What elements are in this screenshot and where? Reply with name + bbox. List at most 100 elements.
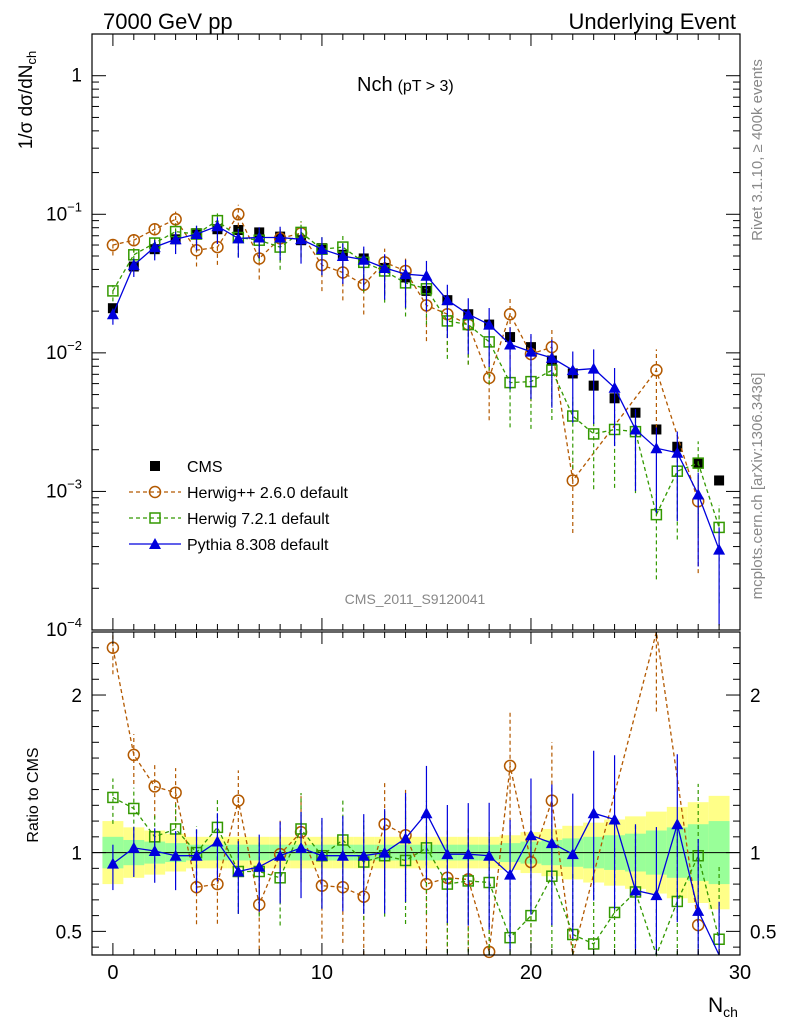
y-tick-label: 1: [71, 66, 82, 87]
ratio-data-point: [566, 848, 579, 860]
data-point: [462, 308, 475, 320]
data-point: [545, 351, 558, 363]
series-pythia-8-308-default: [106, 217, 726, 626]
ratio-data-point: [503, 759, 517, 773]
data-point: [106, 308, 119, 320]
data-point: [148, 241, 161, 253]
ratio-data-point: [608, 813, 621, 825]
y-tick-exponent: −4: [67, 615, 82, 630]
ratio-data-point: [169, 849, 182, 861]
legend-item-herwig-2-6-0-default: Herwig++ 2.6.0 default: [129, 485, 349, 502]
ratio-data-point: [336, 849, 349, 861]
data-point: [169, 233, 182, 245]
rivet-label: Rivet 3.1.10, ≥ 400k events: [749, 59, 766, 241]
x-tick-label: 20: [520, 962, 542, 984]
y-axis-label-main: 1/σ dσ/dNch: [16, 51, 39, 149]
ratio-data-point: [253, 860, 266, 872]
ratio-data-point: [148, 845, 161, 857]
data-point: [127, 233, 141, 247]
data-point: [107, 303, 118, 314]
data-point: [504, 338, 517, 350]
data-point: [378, 261, 391, 273]
data-point: [148, 222, 161, 236]
legend: CMS Herwig++ 2.6.0 default Herwig 7.2.1 de…: [129, 459, 349, 554]
y-axis-label-ratio: Ratio to CMS: [25, 747, 42, 842]
data-point: [650, 363, 663, 377]
plot-title-cut: (pT > 3): [398, 78, 454, 95]
ratio-y-tick-label-right: 0.5: [750, 922, 776, 943]
data-point: [524, 345, 537, 357]
legend-label: Herwig 7.2.1 default: [187, 511, 330, 528]
data-point: [232, 208, 245, 221]
plot-title: Nch (pT > 3): [357, 74, 454, 96]
data-point: [441, 294, 454, 306]
x-axis-label: Nch: [708, 994, 738, 1020]
ratio-data-point: [629, 884, 642, 896]
ratio-data-point: [127, 748, 141, 762]
x-tick-label: 10: [311, 962, 333, 984]
legend-label: CMS: [187, 459, 223, 476]
legend-label: Pythia 8.308 default: [187, 537, 329, 554]
y-tick-exponent: −2: [67, 338, 82, 353]
data-point: [190, 228, 203, 240]
ratio-data-point: [211, 835, 224, 847]
data-point: [566, 474, 580, 487]
legend-marker: [149, 538, 161, 549]
ratio-data-point: [462, 848, 475, 860]
y-tick-label: 10−1: [46, 199, 82, 225]
y-tick-base: 10: [46, 481, 67, 502]
ratio-y-tick-label-right: 1: [750, 844, 761, 865]
ratio-data-point: [504, 868, 517, 880]
ratio-data-point: [232, 865, 245, 877]
data-point: [107, 285, 119, 297]
data-point: [608, 381, 621, 393]
main-panel-marks: [106, 204, 726, 626]
y-tick-exponent: −3: [67, 476, 82, 491]
legend-marker: [150, 461, 160, 471]
ratio-data-point: [587, 938, 600, 950]
ratio-data-point: [692, 904, 705, 916]
ratio-data-point: [441, 848, 454, 860]
data-point: [420, 269, 433, 281]
data-point: [692, 457, 704, 469]
ratio-series-pythia-8-308-default: [106, 750, 720, 956]
main-panel-frame: [91, 33, 741, 631]
ratio-y-tick-label-right: 2: [750, 686, 761, 707]
data-point: [357, 253, 370, 265]
data-point: [629, 423, 642, 435]
analysis-tag: CMS_2011_S9120041: [345, 591, 486, 607]
data-point: [650, 442, 663, 454]
ratio-data-point: [671, 818, 684, 830]
x-tick-label: 0: [107, 962, 118, 984]
legend-marker: [149, 512, 161, 524]
data-point: [714, 475, 725, 486]
data-point: [336, 249, 349, 261]
series-line: [112, 219, 720, 528]
ratio-data-point: [190, 849, 203, 861]
data-point: [127, 259, 140, 271]
data-point: [253, 231, 266, 243]
x-tick-label: 30: [729, 962, 751, 984]
y-tick-base: 10: [46, 343, 67, 364]
ratio-data-point: [295, 841, 308, 853]
ratio-data-point: [378, 846, 391, 858]
ratio-data-point: [483, 849, 496, 861]
ratio-y-tick-label: 1: [71, 844, 82, 865]
data-point: [315, 243, 328, 255]
data-point: [671, 446, 684, 458]
ratio-y-tick-label: 2: [71, 686, 82, 707]
y-tick-label: 10−4: [46, 615, 82, 641]
ratio-data-point: [169, 786, 182, 799]
data-point: [566, 364, 579, 376]
ratio-data-point: [148, 780, 161, 793]
legend-item-pythia-8-308-default: Pythia 8.308 default: [129, 537, 329, 554]
ratio-data-point: [274, 849, 287, 861]
ratio-data-point: [357, 849, 370, 861]
y-tick-base: 10: [46, 620, 67, 641]
data-point: [295, 233, 308, 245]
ratio-data-point: [107, 791, 119, 804]
data-point: [587, 362, 600, 374]
ratio-y-tick-label: 0.5: [56, 922, 82, 943]
